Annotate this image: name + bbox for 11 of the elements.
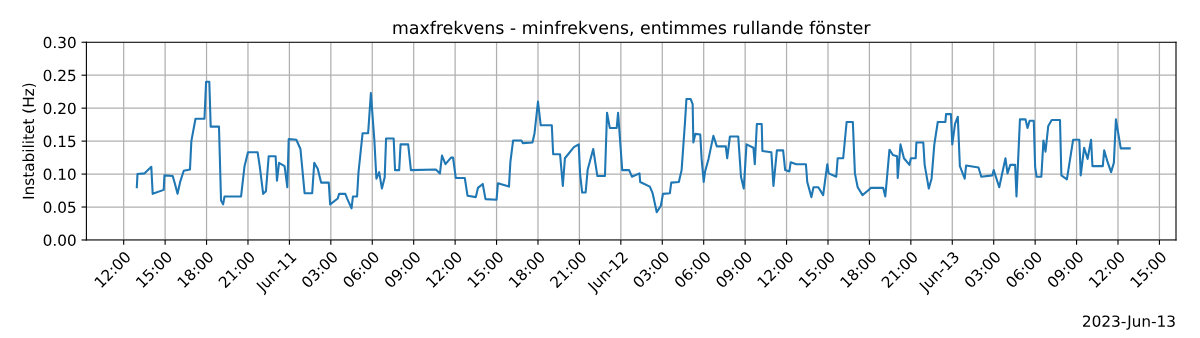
y-tick-label: 0.15 [43,135,76,148]
y-axis-title: Instabilitet (Hz) [22,83,36,199]
y-tick-label: 0.30 [43,36,76,49]
line-series [135,80,1131,214]
y-tick-label: 0.25 [43,69,76,82]
y-tick-label: 0.20 [43,102,76,115]
text: 2023-Jun-13 [1083,315,1175,330]
chart-title: maxfrekvens - minfrekvens, entimmes rullande fönster [393,20,871,36]
y-tick-label: 0.05 [43,201,76,214]
y-tick-label: 0.00 [43,234,76,246]
y-tick-label: 0.10 [43,168,76,181]
